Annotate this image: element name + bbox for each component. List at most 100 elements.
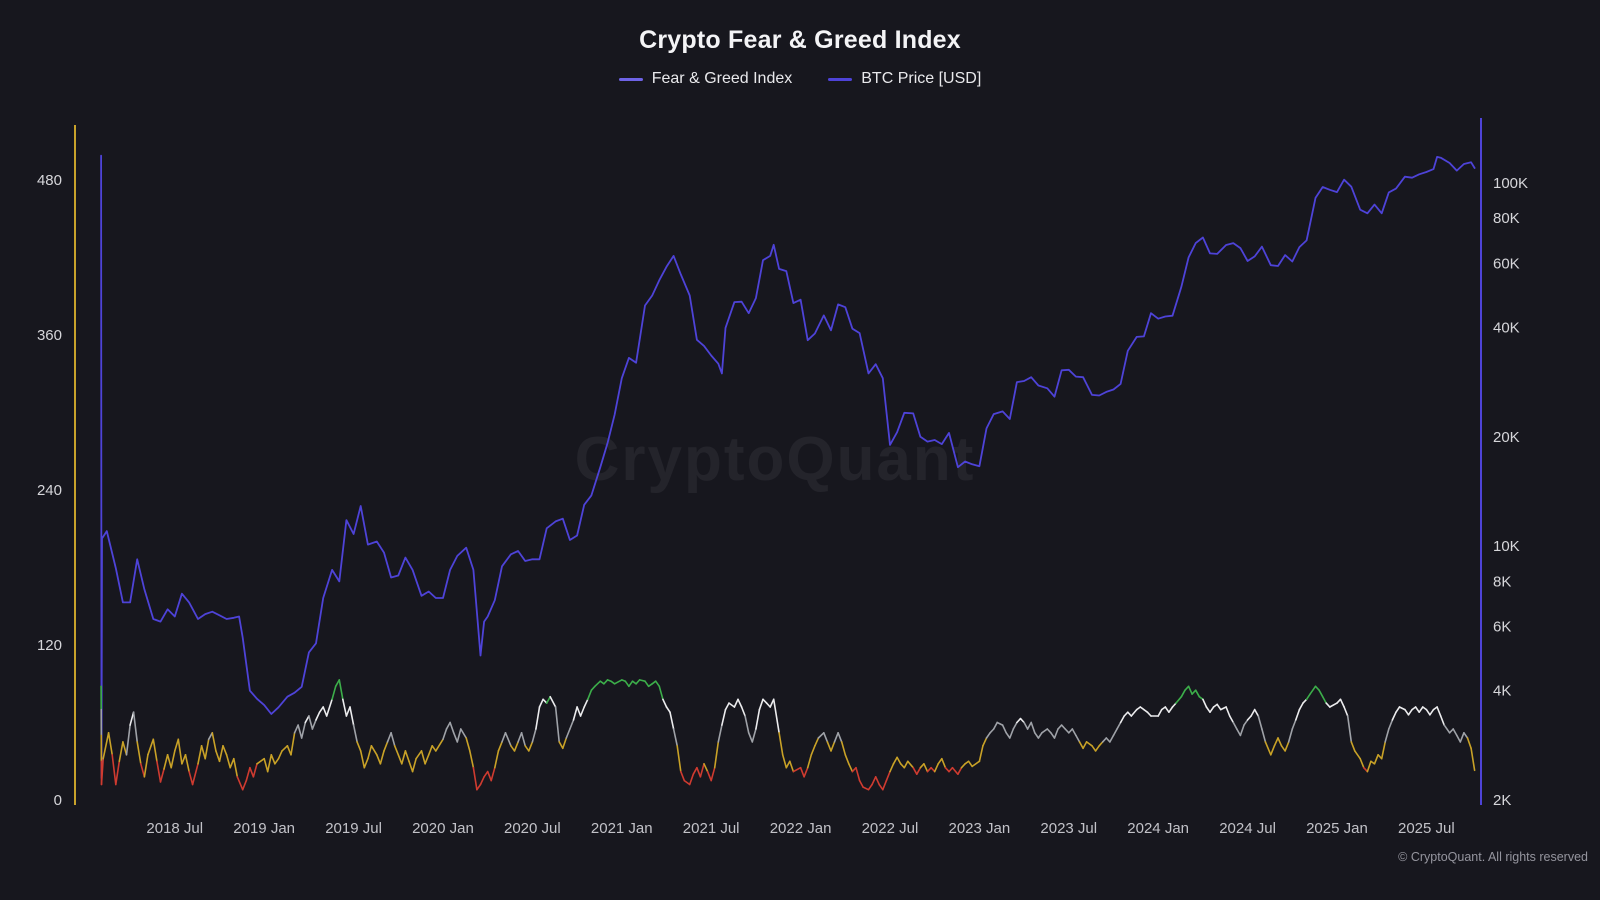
fear-greed-segment	[724, 702, 730, 711]
fear-greed-segment	[1270, 744, 1276, 756]
fear-greed-segment	[449, 721, 455, 734]
fear-greed-segment	[638, 679, 646, 683]
fear-greed-segment	[504, 731, 512, 747]
fear-greed-line	[100, 679, 1476, 791]
fear-greed-segment	[393, 744, 400, 756]
fear-greed-segment	[1075, 734, 1081, 743]
x-tick-label: 2021 Jan	[591, 820, 653, 837]
fear-greed-segment	[1418, 706, 1424, 714]
x-tick-label: 2023 Jan	[948, 820, 1010, 837]
fear-greed-segment	[493, 750, 500, 769]
fear-greed-segment	[452, 731, 459, 743]
fear-greed-segment	[903, 760, 909, 769]
fear-greed-segment	[1284, 741, 1290, 752]
fear-greed-segment	[982, 737, 988, 747]
fear-greed-segment	[967, 760, 974, 768]
fear-greed-segment	[1202, 698, 1208, 708]
fear-greed-segment	[1448, 728, 1454, 734]
x-tick-label: 2022 Jul	[862, 820, 919, 837]
fear-greed-segment	[772, 698, 780, 734]
fear-greed-segment	[1168, 706, 1174, 714]
left-axis-tick-labels: 0 120 240 360 480	[37, 172, 62, 809]
fear-greed-segment	[1373, 753, 1379, 765]
fear-greed-segment	[290, 731, 296, 756]
legend-item-fear-greed-index[interactable]: Fear & Greed Index	[618, 70, 792, 88]
left-tick-label: 0	[54, 792, 62, 809]
fear-greed-segment	[1016, 717, 1022, 724]
fear-greed-segment	[188, 770, 194, 786]
fear-greed-segment	[1246, 715, 1252, 721]
fear-greed-segment	[1194, 689, 1201, 698]
fear-greed-segment	[889, 762, 895, 773]
fear-greed-segment	[1205, 706, 1211, 714]
fear-greed-segment	[331, 685, 337, 701]
fear-greed-segment	[1225, 706, 1231, 717]
fear-greed-segment	[579, 706, 586, 717]
fear-greed-segment	[721, 708, 727, 726]
chart-header: Crypto Fear & Greed Index Fear & Greed I…	[0, 0, 1600, 88]
fear-greed-segment	[710, 766, 716, 782]
fear-greed-segment	[140, 762, 146, 778]
fear-greed-segment	[1343, 706, 1349, 717]
fear-greed-segment	[1164, 706, 1170, 714]
fear-greed-segment	[985, 731, 991, 739]
fear-greed-segment	[1398, 706, 1406, 711]
fear-greed-segment	[200, 744, 206, 760]
fear-greed-segment	[1318, 689, 1324, 698]
fear-greed-segment	[1321, 695, 1327, 704]
fear-greed-segment	[486, 770, 493, 782]
fear-greed-segment	[940, 757, 947, 769]
fear-greed-segment	[1005, 731, 1011, 739]
fear-greed-segment	[152, 738, 158, 763]
fear-greed-segment	[1295, 708, 1301, 721]
fear-greed-segment	[156, 760, 162, 783]
fear-greed-segment	[847, 762, 854, 773]
fear-greed-segment	[549, 695, 557, 708]
fear-greed-segment	[345, 706, 351, 717]
x-tick-label: 2025 Jan	[1306, 820, 1368, 837]
fear-greed-segment	[1219, 706, 1227, 711]
fear-greed-segment	[944, 766, 950, 773]
fear-greed-segment	[174, 738, 180, 752]
fear-greed-segment	[1346, 715, 1353, 743]
x-tick-label: 2019 Jul	[325, 820, 382, 837]
chart-title: Crypto Fear & Greed Index	[639, 26, 961, 54]
fear-greed-segment	[241, 779, 248, 791]
fear-greed-segment	[308, 715, 314, 730]
fear-greed-segment	[352, 724, 358, 743]
fear-greed-segment	[751, 728, 757, 743]
fear-greed-segment	[826, 741, 832, 752]
fear-greed-segment	[465, 737, 471, 752]
fear-greed-segment	[1425, 708, 1431, 716]
legend-item-btc-price[interactable]: BTC Price [USD]	[828, 70, 981, 88]
fear-greed-segment	[222, 744, 228, 756]
fear-greed-segment	[799, 766, 805, 778]
fear-greed-segment	[1359, 757, 1365, 769]
fear-greed-segment	[1012, 721, 1018, 730]
fear-greed-segment	[415, 750, 423, 760]
fear-greed-segment	[662, 698, 668, 708]
fear-greed-segment	[1130, 708, 1138, 717]
fear-greed-segment	[951, 766, 959, 776]
fear-greed-segment	[513, 741, 519, 752]
fear-greed-segment	[874, 775, 881, 786]
fear-greed-segment	[915, 766, 922, 776]
fear-greed-segment	[181, 753, 187, 765]
fear-greed-segment	[1030, 721, 1036, 734]
fear-greed-segment	[1395, 706, 1401, 714]
fear-greed-segment	[1456, 734, 1462, 743]
fear-greed-segment	[781, 753, 788, 769]
fear-greed-segment	[325, 698, 333, 717]
fear-greed-segment	[379, 750, 385, 765]
fear-greed-segment	[215, 750, 221, 763]
fear-greed-segment	[1023, 721, 1029, 730]
x-tick-label: 2025 Jul	[1398, 820, 1455, 837]
fear-greed-segment	[1354, 750, 1361, 760]
x-tick-label: 2024 Jul	[1219, 820, 1276, 837]
fear-greed-segment	[286, 744, 292, 756]
fear-greed-segment	[468, 750, 475, 769]
fear-greed-segment	[383, 741, 389, 752]
right-tick-label: 40K	[1493, 320, 1520, 337]
fear-greed-segment	[747, 731, 754, 743]
